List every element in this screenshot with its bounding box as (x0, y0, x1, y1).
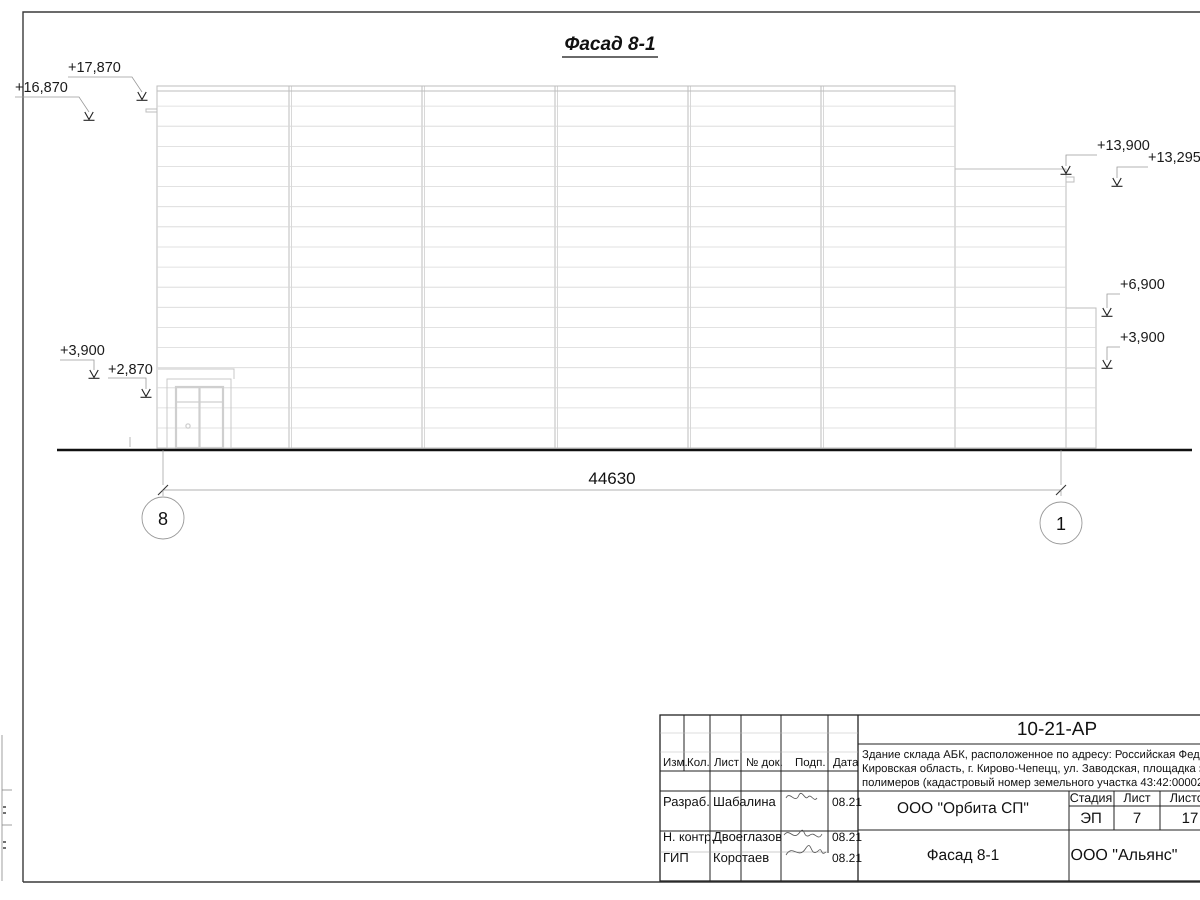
svg-text:+3,900: +3,900 (1120, 330, 1165, 346)
svg-text:Фасад 8-1: Фасад 8-1 (927, 847, 1000, 864)
svg-text:Фасад 8-1: Фасад 8-1 (564, 34, 655, 55)
svg-text:Листов: Листов (1170, 791, 1200, 805)
svg-text:ООО "Орбита СП": ООО "Орбита СП" (897, 800, 1029, 817)
svg-text:+6,900: +6,900 (1120, 277, 1165, 293)
svg-text:1: 1 (1056, 514, 1066, 534)
svg-text:7: 7 (1133, 810, 1141, 827)
svg-text:полимеров (кадастровый номер з: полимеров (кадастровый номер земельного … (862, 777, 1200, 789)
svg-text:Лист: Лист (714, 757, 740, 769)
svg-text:Кировская область, г. Кирово-Ч: Кировская область, г. Кирово-Чепецц, ул.… (862, 763, 1200, 775)
svg-text:8: 8 (158, 509, 168, 529)
svg-text:Шабалина: Шабалина (713, 794, 777, 809)
svg-text:+13,295: +13,295 (1148, 150, 1200, 166)
svg-text:Коротаев: Коротаев (713, 850, 769, 865)
svg-text:№ док.: № док. (746, 757, 783, 769)
svg-text:ЭП: ЭП (1080, 810, 1102, 827)
svg-text:44630: 44630 (588, 469, 635, 488)
svg-text:08.21: 08.21 (832, 830, 862, 844)
svg-text:Лист: Лист (1123, 791, 1150, 805)
svg-text:10-21-АР: 10-21-АР (1017, 719, 1097, 740)
svg-text:Кол.: Кол. (687, 757, 710, 769)
svg-text:08.21: 08.21 (832, 851, 862, 865)
svg-text:+16,870: +16,870 (15, 80, 68, 96)
svg-text:Н. контр.: Н. контр. (663, 830, 715, 844)
svg-text:Изм.: Изм. (663, 757, 688, 769)
svg-text:Здание склада АБК, расположенн: Здание склада АБК, расположенное по адре… (862, 749, 1200, 761)
svg-text:+13,900: +13,900 (1097, 138, 1150, 154)
svg-text:Разраб.: Разраб. (663, 794, 710, 809)
svg-text:+3,900: +3,900 (60, 343, 105, 359)
svg-text:+17,870: +17,870 (68, 60, 121, 76)
svg-text:17: 17 (1182, 810, 1199, 827)
svg-text:Стадия: Стадия (1070, 791, 1113, 805)
svg-text:ООО "Альянс": ООО "Альянс" (1071, 847, 1178, 864)
svg-text:Подп.: Подп. (795, 757, 826, 769)
svg-text:08.21: 08.21 (832, 795, 862, 809)
svg-text:+2,870: +2,870 (108, 362, 153, 378)
svg-text:ГИП: ГИП (663, 850, 689, 865)
svg-text:Дата: Дата (833, 757, 859, 769)
svg-text:Двоеглазов: Двоеглазов (713, 829, 782, 844)
